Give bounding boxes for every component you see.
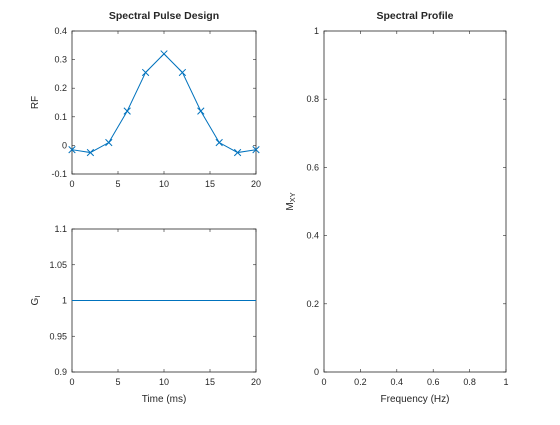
profile-plot-frame [323,30,507,373]
y-tick-label: 0 [314,367,319,377]
x-tick-label: 0 [69,377,74,387]
data-point-marker [178,68,187,77]
rf-ticks: 0 5 10 15 20-0.100.10.20.30.4 [51,26,261,189]
y-tick-label: 0.8 [306,94,319,104]
y-tick-label: 0.4 [54,26,67,36]
rf-axes: Spectral Pulse Design RF 0 5 10 15 20-0.100.… [30,10,261,189]
y-tick-label: 0.3 [54,55,67,65]
y-tick-label: 1.1 [54,224,67,234]
profile-ylabel: MXY [285,192,297,210]
data-point-marker [215,138,223,147]
x-tick-label: 5 [115,377,120,387]
data-point-marker [160,50,168,58]
x-tick-label: 0.8 [463,377,476,387]
y-tick-label: 0.2 [306,299,319,309]
gradient-axes: Time (ms) GI 0 5 10 15 20 0.9 0.95 1 1.05 1.1 [30,224,261,405]
x-tick-label: 1 [503,377,508,387]
profile-axes: Spectral Profile Frequency (Hz) MXY 0 0.2… [285,10,509,405]
x-tick-label: 10 [159,377,169,387]
data-point-marker [68,146,76,154]
x-tick-label: 0.2 [354,377,367,387]
y-tick-label: 0.1 [54,112,67,122]
profile-xlabel: Frequency (Hz) [381,394,450,405]
gradient-ticks: 0 5 10 15 20 0.9 0.95 1 1.05 1.1 [49,224,261,387]
profile-ylabel-main: M [285,202,296,210]
data-point-marker [197,107,205,115]
x-tick-label: 0.6 [427,377,440,387]
rf-plot-frame [71,30,257,175]
y-tick-label: 0.4 [306,231,319,241]
profile-title: Spectral Profile [376,10,453,22]
y-tick-label: 1.05 [49,260,67,270]
data-point-marker [86,148,95,157]
y-tick-label: -0.1 [51,169,67,179]
gradient-xlabel: Time (ms) [142,394,187,405]
x-tick-label: 10 [159,179,169,189]
x-tick-label: 15 [205,179,215,189]
data-point-marker [252,146,260,154]
x-tick-label: 0 [69,179,74,189]
data-point-marker [123,107,131,115]
data-point-marker [233,148,242,157]
y-tick-label: 1 [314,26,319,36]
y-tick-label: 0 [62,140,67,150]
y-tick-label: 0.95 [49,331,67,341]
gradient-ylabel-main: G [30,297,41,305]
rf-title: Spectral Pulse Design [109,10,219,22]
gradient-ylabel: GI [30,296,42,306]
y-tick-label: 1 [62,296,67,306]
data-point-marker [105,138,113,147]
y-tick-label: 0.2 [54,83,67,93]
profile-ylabel-sub: XY [288,192,297,202]
x-tick-label: 0.4 [391,377,404,387]
x-tick-label: 15 [205,377,215,387]
x-tick-label: 0 [321,377,326,387]
y-tick-label: 0.6 [306,162,319,172]
rf-ylabel: RF [30,96,41,109]
x-tick-label: 20 [251,179,261,189]
profile-ticks: 0 0.2 0.4 0.6 0.8 1 0 0.2 0.4 0.6 0.8 1 [306,26,508,387]
rf-series [68,50,260,157]
gradient-ylabel-sub: I [33,296,42,298]
data-point-marker [141,68,150,77]
x-tick-label: 20 [251,377,261,387]
x-tick-label: 5 [115,179,120,189]
y-tick-label: 0.9 [54,367,67,377]
